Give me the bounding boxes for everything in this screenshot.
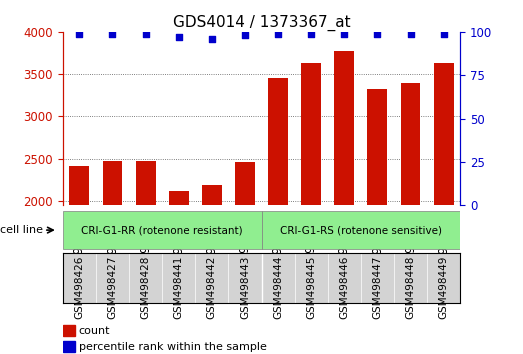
Title: GDS4014 / 1373367_at: GDS4014 / 1373367_at: [173, 14, 350, 30]
Text: GSM498446: GSM498446: [339, 256, 349, 319]
Text: CRI-G1-RS (rotenone sensitive): CRI-G1-RS (rotenone sensitive): [280, 225, 442, 235]
Bar: [202, 185, 222, 354]
Point: [141, 31, 150, 36]
Text: GSM498443: GSM498443: [240, 256, 250, 319]
Point: [175, 34, 183, 40]
Point: [373, 31, 382, 36]
Bar: [301, 63, 321, 354]
Text: cell line: cell line: [1, 225, 43, 235]
Point: [439, 31, 448, 36]
Bar: [401, 84, 420, 354]
Bar: [368, 88, 388, 354]
Text: GSM498447: GSM498447: [372, 256, 382, 319]
Bar: [70, 166, 89, 354]
Text: CRI-G1-RR (rotenone resistant): CRI-G1-RR (rotenone resistant): [81, 225, 243, 235]
FancyBboxPatch shape: [63, 211, 262, 249]
Text: GSM498448: GSM498448: [405, 256, 416, 319]
Point: [340, 31, 348, 36]
Point: [406, 31, 415, 36]
Bar: [63, 325, 75, 336]
Point: [208, 36, 216, 42]
Bar: [135, 161, 155, 354]
Bar: [103, 161, 122, 354]
FancyBboxPatch shape: [262, 211, 460, 249]
Bar: [268, 78, 288, 354]
Bar: [434, 63, 453, 354]
Text: count: count: [78, 326, 110, 336]
Point: [274, 31, 282, 36]
Point: [241, 33, 249, 38]
Bar: [169, 191, 189, 354]
Text: GSM498445: GSM498445: [306, 256, 316, 319]
Bar: [235, 162, 255, 354]
Text: GSM498441: GSM498441: [174, 256, 184, 319]
Text: GSM498442: GSM498442: [207, 256, 217, 319]
Point: [75, 31, 84, 36]
Text: GSM498444: GSM498444: [273, 256, 283, 319]
Text: percentile rank within the sample: percentile rank within the sample: [78, 342, 267, 352]
Text: GSM498427: GSM498427: [107, 256, 118, 319]
Bar: [334, 51, 354, 354]
Text: GSM498428: GSM498428: [141, 256, 151, 319]
Text: GSM498426: GSM498426: [74, 256, 84, 319]
Point: [108, 31, 117, 36]
Point: [307, 31, 315, 36]
Text: GSM498449: GSM498449: [439, 256, 449, 319]
Bar: [63, 341, 75, 353]
